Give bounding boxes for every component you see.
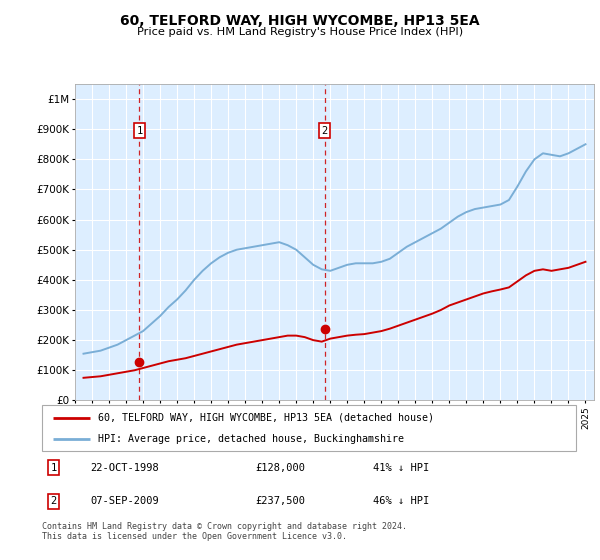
Text: 46% ↓ HPI: 46% ↓ HPI xyxy=(373,496,430,506)
Text: 1: 1 xyxy=(50,463,57,473)
Text: 60, TELFORD WAY, HIGH WYCOMBE, HP13 5EA (detached house): 60, TELFORD WAY, HIGH WYCOMBE, HP13 5EA … xyxy=(98,413,434,423)
Text: Contains HM Land Registry data © Crown copyright and database right 2024.
This d: Contains HM Land Registry data © Crown c… xyxy=(42,522,407,542)
Text: 22-OCT-1998: 22-OCT-1998 xyxy=(90,463,159,473)
Text: Price paid vs. HM Land Registry's House Price Index (HPI): Price paid vs. HM Land Registry's House … xyxy=(137,27,463,38)
Text: 2: 2 xyxy=(50,496,57,506)
Text: 07-SEP-2009: 07-SEP-2009 xyxy=(90,496,159,506)
Text: 41% ↓ HPI: 41% ↓ HPI xyxy=(373,463,430,473)
Text: £128,000: £128,000 xyxy=(256,463,305,473)
FancyBboxPatch shape xyxy=(42,405,576,451)
Text: HPI: Average price, detached house, Buckinghamshire: HPI: Average price, detached house, Buck… xyxy=(98,435,404,444)
Text: £237,500: £237,500 xyxy=(256,496,305,506)
Text: 1: 1 xyxy=(136,125,143,136)
Text: 60, TELFORD WAY, HIGH WYCOMBE, HP13 5EA: 60, TELFORD WAY, HIGH WYCOMBE, HP13 5EA xyxy=(120,14,480,28)
Text: 2: 2 xyxy=(322,125,328,136)
